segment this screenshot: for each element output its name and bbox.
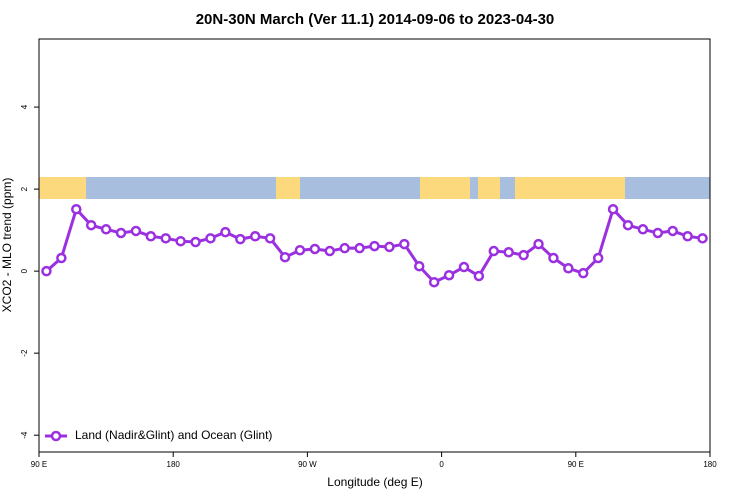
x-tick-label: 90 E xyxy=(31,460,47,469)
data-point xyxy=(682,231,693,242)
data-point xyxy=(667,225,678,237)
data-point xyxy=(578,267,589,279)
data-point xyxy=(175,235,186,247)
data-point xyxy=(279,251,291,263)
data-point xyxy=(443,269,455,281)
data-point xyxy=(533,238,544,250)
data-point xyxy=(115,227,127,239)
data-point xyxy=(607,203,619,215)
x-tick-label: 90 W xyxy=(298,460,317,469)
map-land xyxy=(515,177,625,199)
data-point xyxy=(354,242,365,254)
data-point xyxy=(563,263,574,274)
legend-label: Land (Nadir&Glint) and Ocean (Glint) xyxy=(75,428,272,442)
data-point xyxy=(369,240,380,252)
map-land xyxy=(420,177,470,199)
chart-title: 20N-30N March (Ver 11.1) 2014-09-06 to 2… xyxy=(196,11,555,28)
map-land xyxy=(478,177,500,199)
data-point xyxy=(428,276,440,288)
data-point xyxy=(249,231,261,242)
data-point xyxy=(190,236,201,248)
data-point xyxy=(697,233,708,244)
data-point xyxy=(622,219,634,231)
data-point xyxy=(85,219,97,231)
data-point xyxy=(548,252,559,264)
data-point xyxy=(205,233,216,244)
data-point xyxy=(488,245,500,257)
x-tick-label: 180 xyxy=(167,460,181,469)
data-point xyxy=(56,252,67,264)
x-axis-label: Longitude (deg E) xyxy=(327,475,422,489)
data-point xyxy=(235,233,246,245)
data-point xyxy=(473,270,485,282)
map-land xyxy=(39,177,86,199)
data-point xyxy=(399,238,410,250)
y-tick-label: -2 xyxy=(20,349,29,357)
y-tick-label: 0 xyxy=(20,268,29,273)
data-point xyxy=(41,265,52,277)
map-land xyxy=(276,177,300,199)
data-point xyxy=(309,243,321,255)
data-point xyxy=(339,242,350,254)
data-point xyxy=(324,245,336,257)
data-point xyxy=(518,249,529,261)
data-point xyxy=(130,225,142,237)
data-point xyxy=(652,227,664,239)
data-point xyxy=(413,260,425,272)
data-point xyxy=(220,226,231,238)
data-point xyxy=(592,252,604,264)
x-tick-label: 0 xyxy=(439,460,444,469)
plot-frame xyxy=(38,38,711,453)
data-point xyxy=(100,224,112,235)
y-tick-label: 4 xyxy=(20,104,29,109)
x-tick-label: 90 E xyxy=(568,460,584,469)
x-tick-label: 180 xyxy=(703,460,717,469)
legend-marker xyxy=(50,430,62,442)
data-point xyxy=(71,203,82,215)
data-point xyxy=(145,231,157,242)
data-point xyxy=(503,247,514,258)
data-point xyxy=(458,261,470,273)
y-tick-label: 2 xyxy=(20,186,29,191)
y-axis-label: XCO2 - MLO trend (ppm) xyxy=(0,178,14,313)
data-point xyxy=(384,241,395,253)
data-point xyxy=(264,233,276,244)
y-tick-label: -4 xyxy=(20,431,29,439)
map-strip xyxy=(39,177,710,199)
data-point xyxy=(294,244,306,256)
data-point xyxy=(160,233,171,244)
data-point xyxy=(637,224,649,235)
